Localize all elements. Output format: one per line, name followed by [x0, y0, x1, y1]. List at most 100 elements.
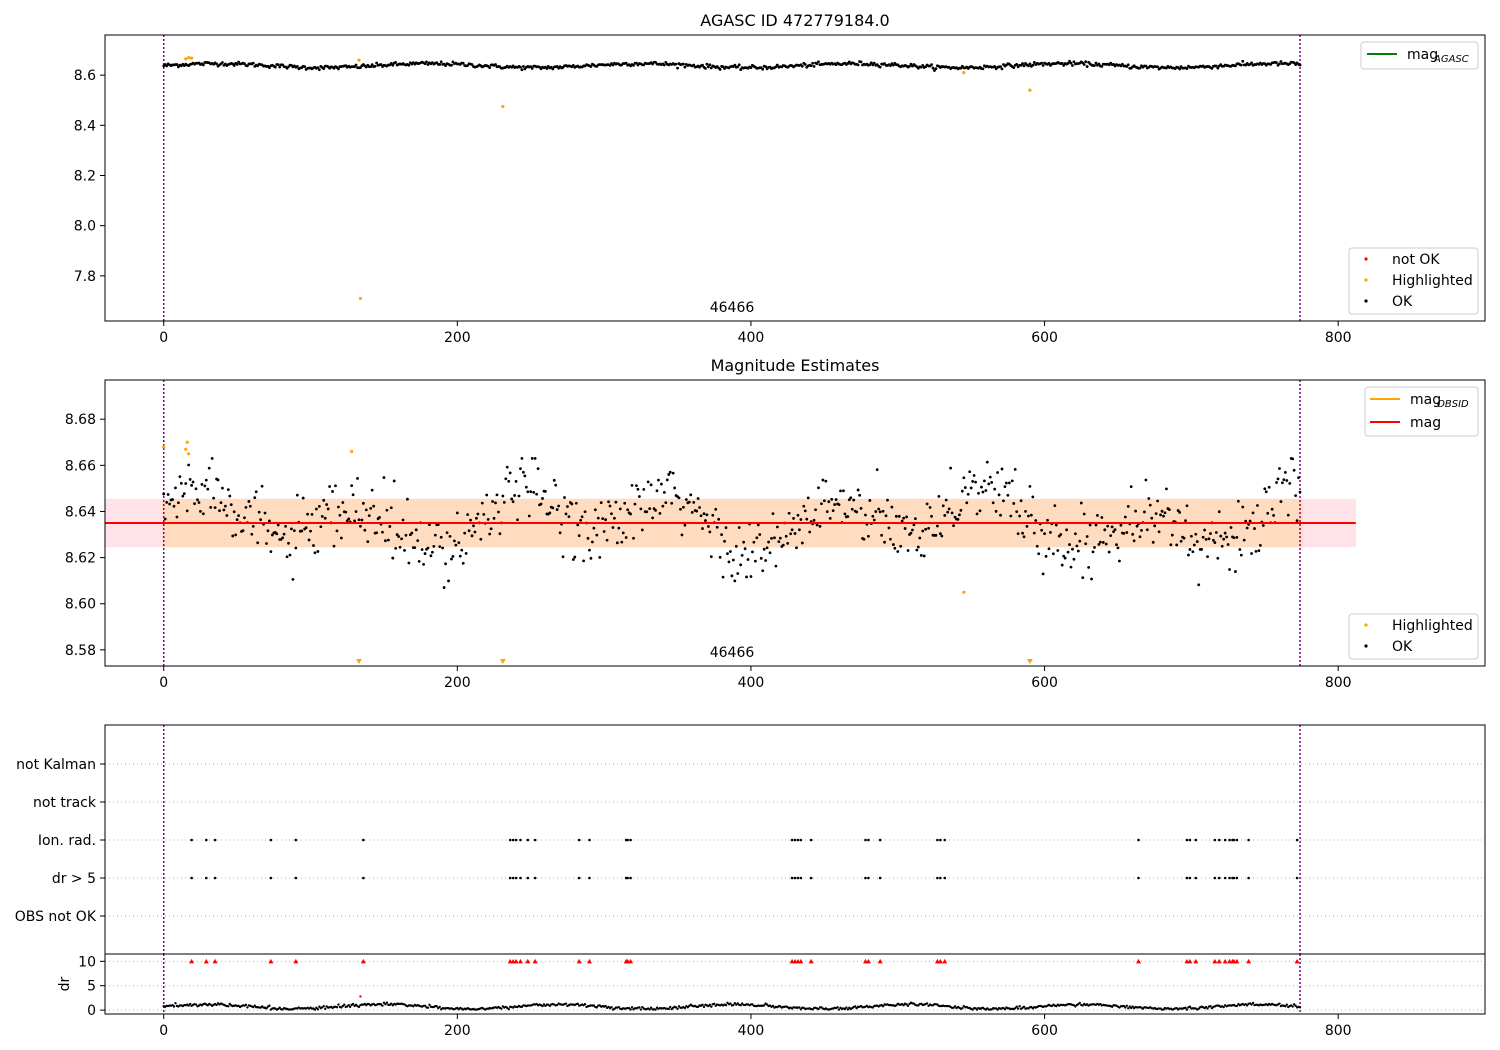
mag-ok-point — [243, 516, 246, 520]
mag-ok-point — [1234, 570, 1237, 573]
mag-ok-point — [843, 512, 847, 516]
mag-ok-point — [294, 546, 298, 550]
mag-ok-point — [596, 516, 600, 520]
mag-ok-point — [1056, 549, 1060, 552]
agasc-ok-point — [1093, 64, 1096, 67]
agasc-ok-point — [1021, 62, 1024, 65]
mag-ok-point — [884, 514, 888, 518]
dr-point — [348, 1005, 352, 1009]
mag-ok-point — [871, 514, 875, 518]
mag-ok-point — [909, 531, 913, 535]
mag-ok-point — [489, 527, 493, 531]
mag-ok-point — [817, 486, 820, 490]
flags-category-label: not track — [33, 795, 97, 811]
mag-ok-point — [1182, 536, 1186, 540]
dr-point — [902, 1004, 905, 1007]
mag-ok-point — [432, 544, 436, 548]
mag-ok-point — [1123, 515, 1127, 519]
mag-ok-point — [980, 485, 983, 489]
dr-clipped-marker — [808, 958, 814, 964]
mag-ok-point — [463, 531, 467, 535]
mag-ok-point — [849, 496, 853, 500]
mag-ok-point — [1257, 549, 1261, 553]
mag-ok-point — [381, 530, 384, 534]
mag-ok-point — [850, 507, 854, 511]
mag-ok-point — [724, 526, 728, 530]
dr-point — [423, 1004, 427, 1007]
mag-ok-point — [551, 506, 555, 510]
mag-ok-point — [635, 484, 638, 488]
mag-ok-point — [814, 508, 817, 512]
agasc-ok-point — [530, 66, 534, 70]
mag-ok-point — [1267, 485, 1271, 489]
mag-ok-point — [207, 466, 211, 470]
agasc-ok-point — [1126, 63, 1130, 67]
mag-estimates-title: Magnitude Estimates — [711, 356, 880, 375]
mag-ok-point — [458, 554, 462, 558]
mag-ok-point — [1294, 494, 1298, 498]
mag-ok-point — [1206, 555, 1209, 559]
mag-ok-point — [221, 486, 224, 490]
mag-ok-point — [1165, 487, 1168, 491]
agasc-ok-point — [674, 62, 678, 66]
agasc-ok-point — [1298, 63, 1302, 67]
mag-ok-point — [1157, 530, 1161, 534]
mag-ok-point — [464, 552, 468, 555]
mag-ok-point — [337, 505, 340, 509]
agasc-ok-point — [1066, 61, 1070, 65]
mag-ok-point — [868, 499, 872, 502]
agasc-ok-point — [624, 61, 628, 65]
agasc-ok-point — [749, 66, 753, 70]
flags-category-label: OBS not OK — [15, 909, 97, 925]
agasc-ok-point — [1072, 60, 1076, 64]
agasc-ok-point — [868, 63, 872, 67]
dr-point — [1245, 1004, 1249, 1007]
mag-ok-point — [326, 507, 330, 511]
mag-ok-point — [1297, 476, 1300, 480]
mag-ok-point — [1288, 481, 1292, 485]
mag-ok-point — [1081, 576, 1085, 580]
mag-ok-point — [919, 554, 923, 557]
mag-ok-point — [1261, 524, 1265, 527]
mag-ok-point — [282, 532, 286, 536]
mag-ok-point — [1272, 514, 1275, 517]
dr-clipped-marker — [517, 958, 523, 964]
mag-ok-point — [300, 529, 304, 533]
mag-ok-point — [1069, 565, 1073, 569]
mag-ok-point — [708, 530, 712, 534]
agasc-ok-point — [856, 63, 860, 67]
flags-dr-point — [1188, 876, 1192, 880]
mag-ok-point — [617, 526, 621, 530]
mag-legend-obsid-label: mag — [1410, 392, 1441, 408]
mag-ok-point — [1018, 514, 1022, 518]
dr-point — [268, 1004, 271, 1007]
mag-ok-point — [1295, 519, 1299, 523]
flags-dr-point — [796, 876, 800, 880]
flags-ionrad-point — [790, 838, 794, 842]
dr-ytick-label: 5 — [87, 979, 96, 995]
mag-ok-point — [403, 548, 406, 552]
mag-ok-point — [1012, 502, 1016, 505]
mag-ok-point — [615, 541, 619, 545]
agasc-ok-point — [273, 65, 277, 69]
dr-point — [1014, 1006, 1017, 1010]
agasc-ytick-label: 7.8 — [74, 269, 96, 285]
dr-clipped-marker — [586, 958, 592, 964]
mag-ok-point — [1192, 543, 1196, 547]
mag-ok-point — [345, 519, 349, 523]
mag-ok-point — [805, 517, 809, 521]
agasc-ok-point — [379, 63, 383, 66]
dr-point — [316, 1008, 320, 1011]
agasc-ok-point — [1250, 61, 1253, 65]
dr-point — [172, 1005, 176, 1008]
dr-point — [961, 1006, 964, 1010]
mag-ok-point — [284, 524, 287, 528]
mag-ytick-label: 8.66 — [65, 458, 96, 474]
mag-ok-point — [473, 530, 477, 534]
mag-ok-point — [1110, 525, 1114, 529]
mag-ok-point — [1179, 539, 1183, 543]
mag-ok-point — [997, 493, 1001, 497]
mag-ok-point — [561, 555, 565, 559]
agasc-ok-point — [930, 63, 933, 67]
mag-ok-point — [1256, 504, 1259, 507]
